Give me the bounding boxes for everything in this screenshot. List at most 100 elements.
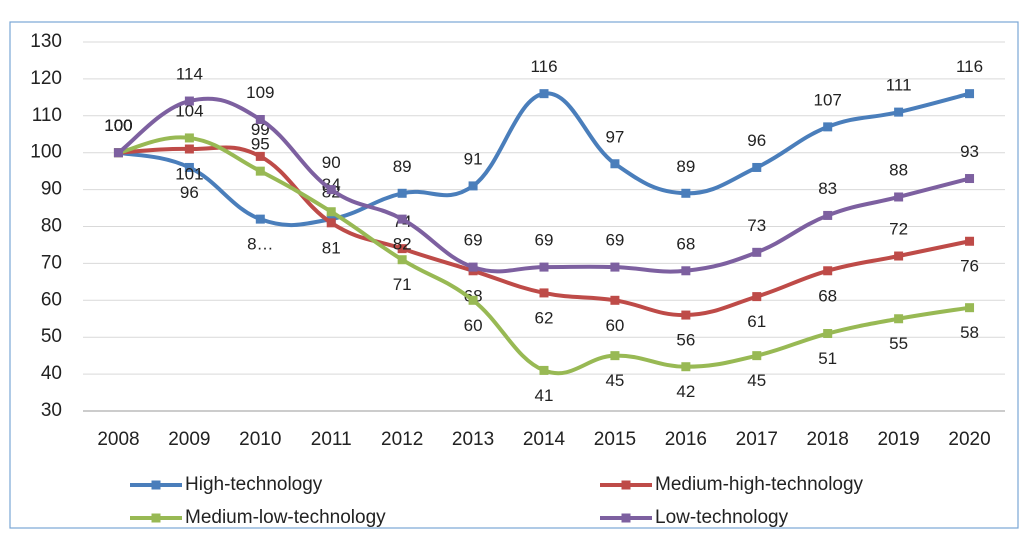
data-marker bbox=[113, 148, 123, 158]
y-tick-label: 30 bbox=[41, 400, 62, 421]
data-label: 8… bbox=[247, 235, 273, 254]
data-label: 107 bbox=[814, 90, 842, 109]
data-label: 73 bbox=[747, 216, 766, 235]
x-tick-label: 2010 bbox=[239, 429, 281, 450]
data-marker bbox=[610, 295, 620, 305]
data-label: 81 bbox=[322, 238, 341, 257]
data-marker bbox=[752, 162, 762, 172]
data-label: 68 bbox=[818, 286, 837, 305]
data-label: 61 bbox=[747, 312, 766, 331]
data-label: 111 bbox=[886, 76, 912, 95]
data-marker bbox=[823, 210, 833, 220]
data-marker bbox=[255, 166, 265, 176]
legend-label: Medium-high-technology bbox=[655, 474, 864, 495]
data-label: 45 bbox=[747, 371, 766, 390]
data-label: 116 bbox=[530, 57, 557, 76]
data-label: 100 bbox=[104, 116, 132, 135]
data-marker bbox=[326, 185, 336, 195]
data-marker bbox=[965, 236, 975, 246]
data-label: 97 bbox=[605, 127, 624, 146]
y-tick-label: 90 bbox=[41, 179, 62, 200]
data-label: 84 bbox=[322, 175, 341, 194]
y-tick-label: 50 bbox=[41, 326, 62, 347]
data-label: 58 bbox=[960, 323, 979, 342]
data-marker bbox=[823, 266, 833, 276]
data-label: 72 bbox=[889, 220, 908, 239]
data-marker bbox=[255, 214, 265, 224]
data-marker bbox=[894, 192, 904, 202]
data-label: 83 bbox=[818, 179, 837, 198]
legend-marker bbox=[621, 513, 631, 523]
data-marker bbox=[184, 96, 194, 106]
data-label: 68 bbox=[676, 234, 695, 253]
data-marker bbox=[468, 295, 478, 305]
data-marker bbox=[184, 133, 194, 143]
data-label: 96 bbox=[180, 183, 199, 202]
data-marker bbox=[539, 288, 549, 298]
data-label: 60 bbox=[464, 316, 483, 335]
data-label: 104 bbox=[175, 101, 203, 120]
data-marker bbox=[610, 262, 620, 272]
data-label: 109 bbox=[246, 83, 274, 102]
data-marker bbox=[255, 151, 265, 161]
data-marker bbox=[539, 89, 549, 99]
data-label: 100 bbox=[104, 116, 132, 135]
data-label: 116 bbox=[956, 57, 983, 76]
x-tick-label: 2011 bbox=[311, 429, 352, 450]
data-marker bbox=[326, 218, 336, 228]
data-label: 89 bbox=[676, 157, 695, 176]
data-marker bbox=[610, 351, 620, 361]
data-marker bbox=[965, 174, 975, 184]
legend-label: Low-technology bbox=[655, 507, 789, 528]
data-marker bbox=[752, 292, 762, 302]
data-marker bbox=[397, 244, 407, 254]
legend-marker bbox=[151, 513, 161, 523]
data-marker bbox=[468, 262, 478, 272]
y-tick-label: 100 bbox=[30, 142, 62, 163]
data-marker bbox=[184, 144, 194, 154]
y-tick-label: 70 bbox=[41, 252, 62, 273]
data-label: 41 bbox=[535, 386, 554, 405]
data-marker bbox=[184, 162, 194, 172]
y-tick-label: 120 bbox=[30, 68, 62, 89]
data-marker bbox=[397, 255, 407, 265]
chart-frame bbox=[9, 21, 1019, 529]
data-marker bbox=[468, 181, 478, 191]
data-label: 69 bbox=[535, 231, 554, 250]
data-label: 95 bbox=[251, 135, 270, 154]
x-tick-label: 2008 bbox=[97, 429, 139, 450]
data-label: 93 bbox=[960, 142, 979, 161]
data-marker bbox=[539, 365, 549, 375]
y-tick-label: 130 bbox=[30, 31, 62, 52]
y-tick-label: 60 bbox=[41, 289, 62, 310]
data-label: 101 bbox=[175, 164, 203, 183]
data-label: 88 bbox=[889, 160, 908, 179]
x-tick-label: 2012 bbox=[381, 429, 423, 450]
data-marker bbox=[752, 351, 762, 361]
x-tick-label: 2013 bbox=[452, 429, 494, 450]
data-marker bbox=[965, 303, 975, 313]
legend-label: High-technology bbox=[185, 474, 323, 495]
x-tick-label: 2020 bbox=[948, 429, 990, 450]
data-label: 45 bbox=[605, 371, 624, 390]
data-label: 91 bbox=[464, 149, 483, 168]
data-label: 56 bbox=[676, 331, 695, 350]
data-marker bbox=[539, 262, 549, 272]
data-label: 51 bbox=[818, 349, 837, 368]
data-label: 114 bbox=[176, 65, 203, 84]
data-marker bbox=[326, 207, 336, 217]
data-marker bbox=[823, 122, 833, 132]
data-label: 69 bbox=[464, 231, 483, 250]
data-marker bbox=[255, 114, 265, 124]
data-label: 42 bbox=[676, 382, 695, 401]
data-label: 69 bbox=[605, 231, 624, 250]
data-marker bbox=[823, 329, 833, 339]
legend-marker bbox=[151, 480, 161, 490]
data-marker bbox=[681, 266, 691, 276]
data-label: 96 bbox=[747, 131, 766, 150]
data-marker bbox=[894, 251, 904, 261]
data-marker bbox=[894, 314, 904, 324]
data-marker bbox=[610, 159, 620, 169]
data-label: 71 bbox=[393, 275, 412, 294]
